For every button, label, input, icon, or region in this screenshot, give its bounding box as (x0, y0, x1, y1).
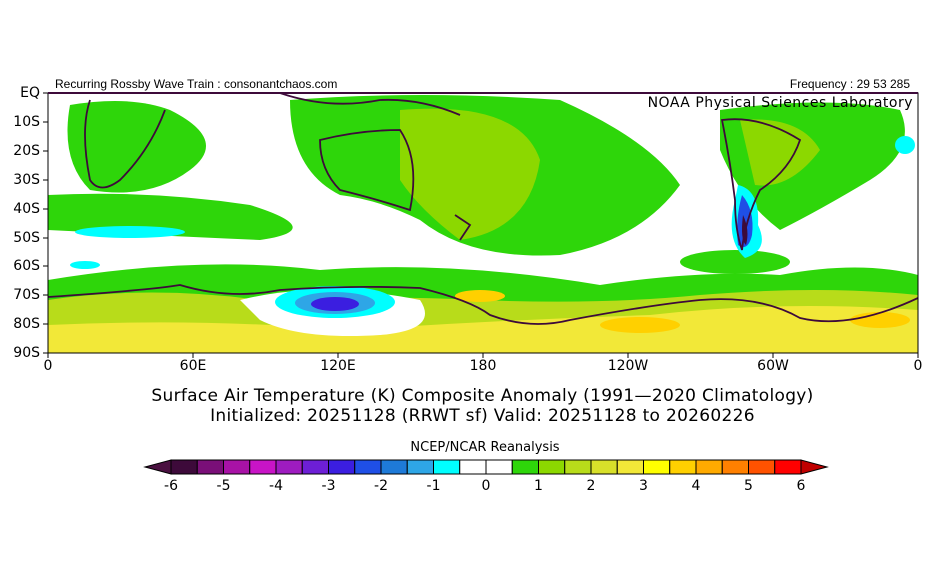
colorbar-swatch (275, 459, 303, 475)
colorbar-tick-label: 3 (639, 478, 648, 494)
colorbar-swatch (643, 459, 671, 475)
lon-label: 0 (43, 358, 53, 374)
lat-label: 60S (13, 258, 40, 274)
cold-anomaly-120e-blue (311, 297, 359, 311)
anomaly-field (48, 93, 918, 353)
antarctic-anomaly-yellow (48, 306, 918, 353)
lat-label: 70S (13, 287, 40, 303)
colorbar-swatch (301, 459, 329, 475)
lon-label: 180 (469, 358, 497, 374)
antarctic-warm-core (455, 290, 505, 302)
colorbar-swatch (170, 459, 198, 475)
axis-ticks (43, 92, 919, 358)
lon-label: 0 (913, 358, 923, 374)
colorbar-swatch (380, 459, 408, 475)
colorbar-swatch (538, 459, 566, 475)
antarctic-warm-core (850, 312, 910, 328)
cold-anomaly-atlantic (895, 136, 915, 154)
colorbar-extend-arrow (800, 459, 829, 475)
colorbar-swatch (564, 459, 592, 475)
lat-label: 10S (13, 114, 40, 130)
south-america-anomaly-2 (740, 119, 820, 186)
lat-label: 90S (13, 345, 40, 361)
colorbar-tick-label: 2 (586, 478, 596, 494)
colorbar-tick-label: -2 (374, 478, 388, 494)
colorbar-swatch (590, 459, 618, 475)
colorbar-swatch (223, 459, 251, 475)
colorbar-tick-label: -3 (321, 478, 336, 494)
header-frequency-text: Frequency : 29 53 285 (789, 77, 910, 91)
cold-anomaly-indian-ocean (75, 226, 185, 238)
colorbar-tick-label: 5 (744, 478, 753, 494)
colorbar-swatch (406, 459, 434, 475)
colorbar-swatch (249, 459, 277, 475)
lat-label: 80S (13, 316, 40, 332)
colorbar-tick-label: 4 (691, 478, 701, 494)
colorbar-tick-label: 1 (534, 478, 543, 494)
coastlines (48, 93, 918, 325)
lat-label: 50S (13, 230, 40, 246)
southern-ocean-anomaly (680, 250, 790, 274)
colorbar-swatch (328, 459, 356, 475)
colorbar-tick-label: -6 (164, 478, 178, 494)
lab-label: NOAA Physical Sciences Laboratory (647, 95, 913, 111)
colorbar-swatch (354, 459, 382, 475)
colorbar-swatch (616, 459, 644, 475)
lon-label: 120E (320, 358, 356, 374)
colorbar-tick-label: -1 (426, 478, 441, 494)
colorbar-swatch (748, 459, 776, 475)
colorbar-swatch (721, 459, 749, 475)
colorbar-title: NCEP/NCAR Reanalysis (410, 440, 560, 455)
lat-label: 40S (13, 201, 40, 217)
colorbar-swatch (433, 459, 461, 475)
cold-anomaly-indian-ocean (70, 261, 100, 269)
australia-anomaly-2 (400, 108, 540, 240)
colorbar-swatch (695, 459, 723, 475)
lon-label: 120W (607, 358, 649, 374)
colorbar-swatch (669, 459, 697, 475)
lat-label: EQ (20, 85, 40, 101)
colorbar-swatch (459, 459, 487, 475)
colorbar-swatch (511, 459, 539, 475)
colorbar-tick-label: 6 (796, 478, 806, 494)
colorbar (143, 459, 829, 475)
colorbar-swatch (485, 459, 513, 475)
colorbar-swatch (196, 459, 224, 475)
lat-label: 20S (13, 143, 40, 159)
lon-label: 60E (179, 358, 207, 374)
colorbar-tick-label: 0 (481, 478, 491, 494)
africa-anomaly (67, 101, 206, 193)
plot-title: Surface Air Temperature (K) Composite An… (151, 386, 814, 406)
colorbar-tick-label: -4 (269, 478, 283, 494)
header-source-text: Recurring Rossby Wave Train : consonantc… (55, 77, 338, 91)
plot-subtitle: Initialized: 20251128 (RRWT sf) Valid: 2… (210, 406, 755, 426)
lon-label: 60W (757, 358, 789, 374)
colorbar-swatch (774, 459, 802, 475)
antarctic-warm-core (600, 317, 680, 333)
colorbar-tick-label: -5 (216, 478, 231, 494)
colorbar-extend-arrow (143, 459, 172, 475)
lat-label: 30S (13, 172, 40, 188)
